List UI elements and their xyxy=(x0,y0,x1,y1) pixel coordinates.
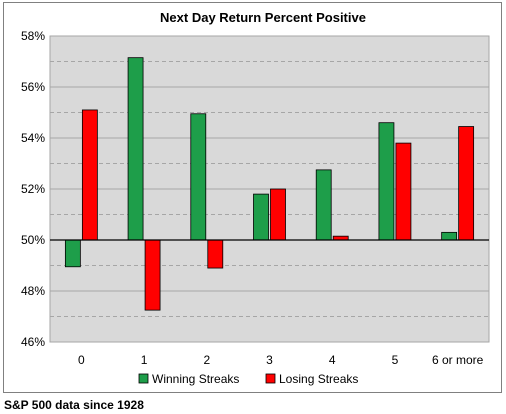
y-tick-label: 46% xyxy=(21,335,45,349)
y-tick-label: 48% xyxy=(21,284,45,298)
legend-label: Losing Streaks xyxy=(279,372,358,386)
y-tick-label: 54% xyxy=(21,131,45,145)
bar-losing-streaks xyxy=(270,188,286,241)
y-tick-label: 56% xyxy=(21,80,45,94)
bar-winning-streaks xyxy=(253,193,269,241)
bar-winning-streaks xyxy=(315,169,332,241)
bar-losing-streaks xyxy=(207,239,224,269)
bar-winning-streaks xyxy=(441,231,458,241)
y-tick-label: 58% xyxy=(21,29,45,43)
legend-swatch xyxy=(138,373,149,384)
y-tick-label: 50% xyxy=(21,233,45,247)
legend-swatch xyxy=(265,373,276,384)
x-tick-label: 2 xyxy=(203,353,210,367)
bar-losing-streaks xyxy=(395,142,412,241)
x-tick-label: 3 xyxy=(266,353,273,367)
bar-winning-streaks xyxy=(190,113,207,241)
x-tick-label: 1 xyxy=(141,353,148,367)
bar-losing-streaks xyxy=(81,109,98,241)
chart-title: Next Day Return Percent Positive xyxy=(160,10,366,25)
plot-area: 46% 48% 50% 52% 54% 56% 58% 0 1 2 3 4 5 6 or more xyxy=(21,29,490,367)
bar-losing-streaks xyxy=(458,126,475,241)
bar-winning-streaks xyxy=(127,57,144,241)
x-tick-label: 4 xyxy=(329,353,336,367)
bar-winning-streaks xyxy=(378,122,395,241)
x-tick-label: 5 xyxy=(392,353,399,367)
footnote: S&P 500 data since 1928 xyxy=(4,398,144,412)
bar-chart: Next Day Return Percent Positive 46% 48% 5… xyxy=(21,10,490,386)
bar-losing-streaks xyxy=(144,239,161,311)
bar-winning-streaks xyxy=(64,239,81,268)
legend: Winning Streaks Losing Streaks xyxy=(138,372,358,386)
chart-frame: Next Day Return Percent Positive 46% 48% 5… xyxy=(3,2,502,393)
x-tick-label: 6 or more xyxy=(432,353,484,367)
y-tick-label: 52% xyxy=(21,182,45,196)
x-tick-label: 0 xyxy=(78,353,85,367)
legend-label: Winning Streaks xyxy=(152,372,239,386)
